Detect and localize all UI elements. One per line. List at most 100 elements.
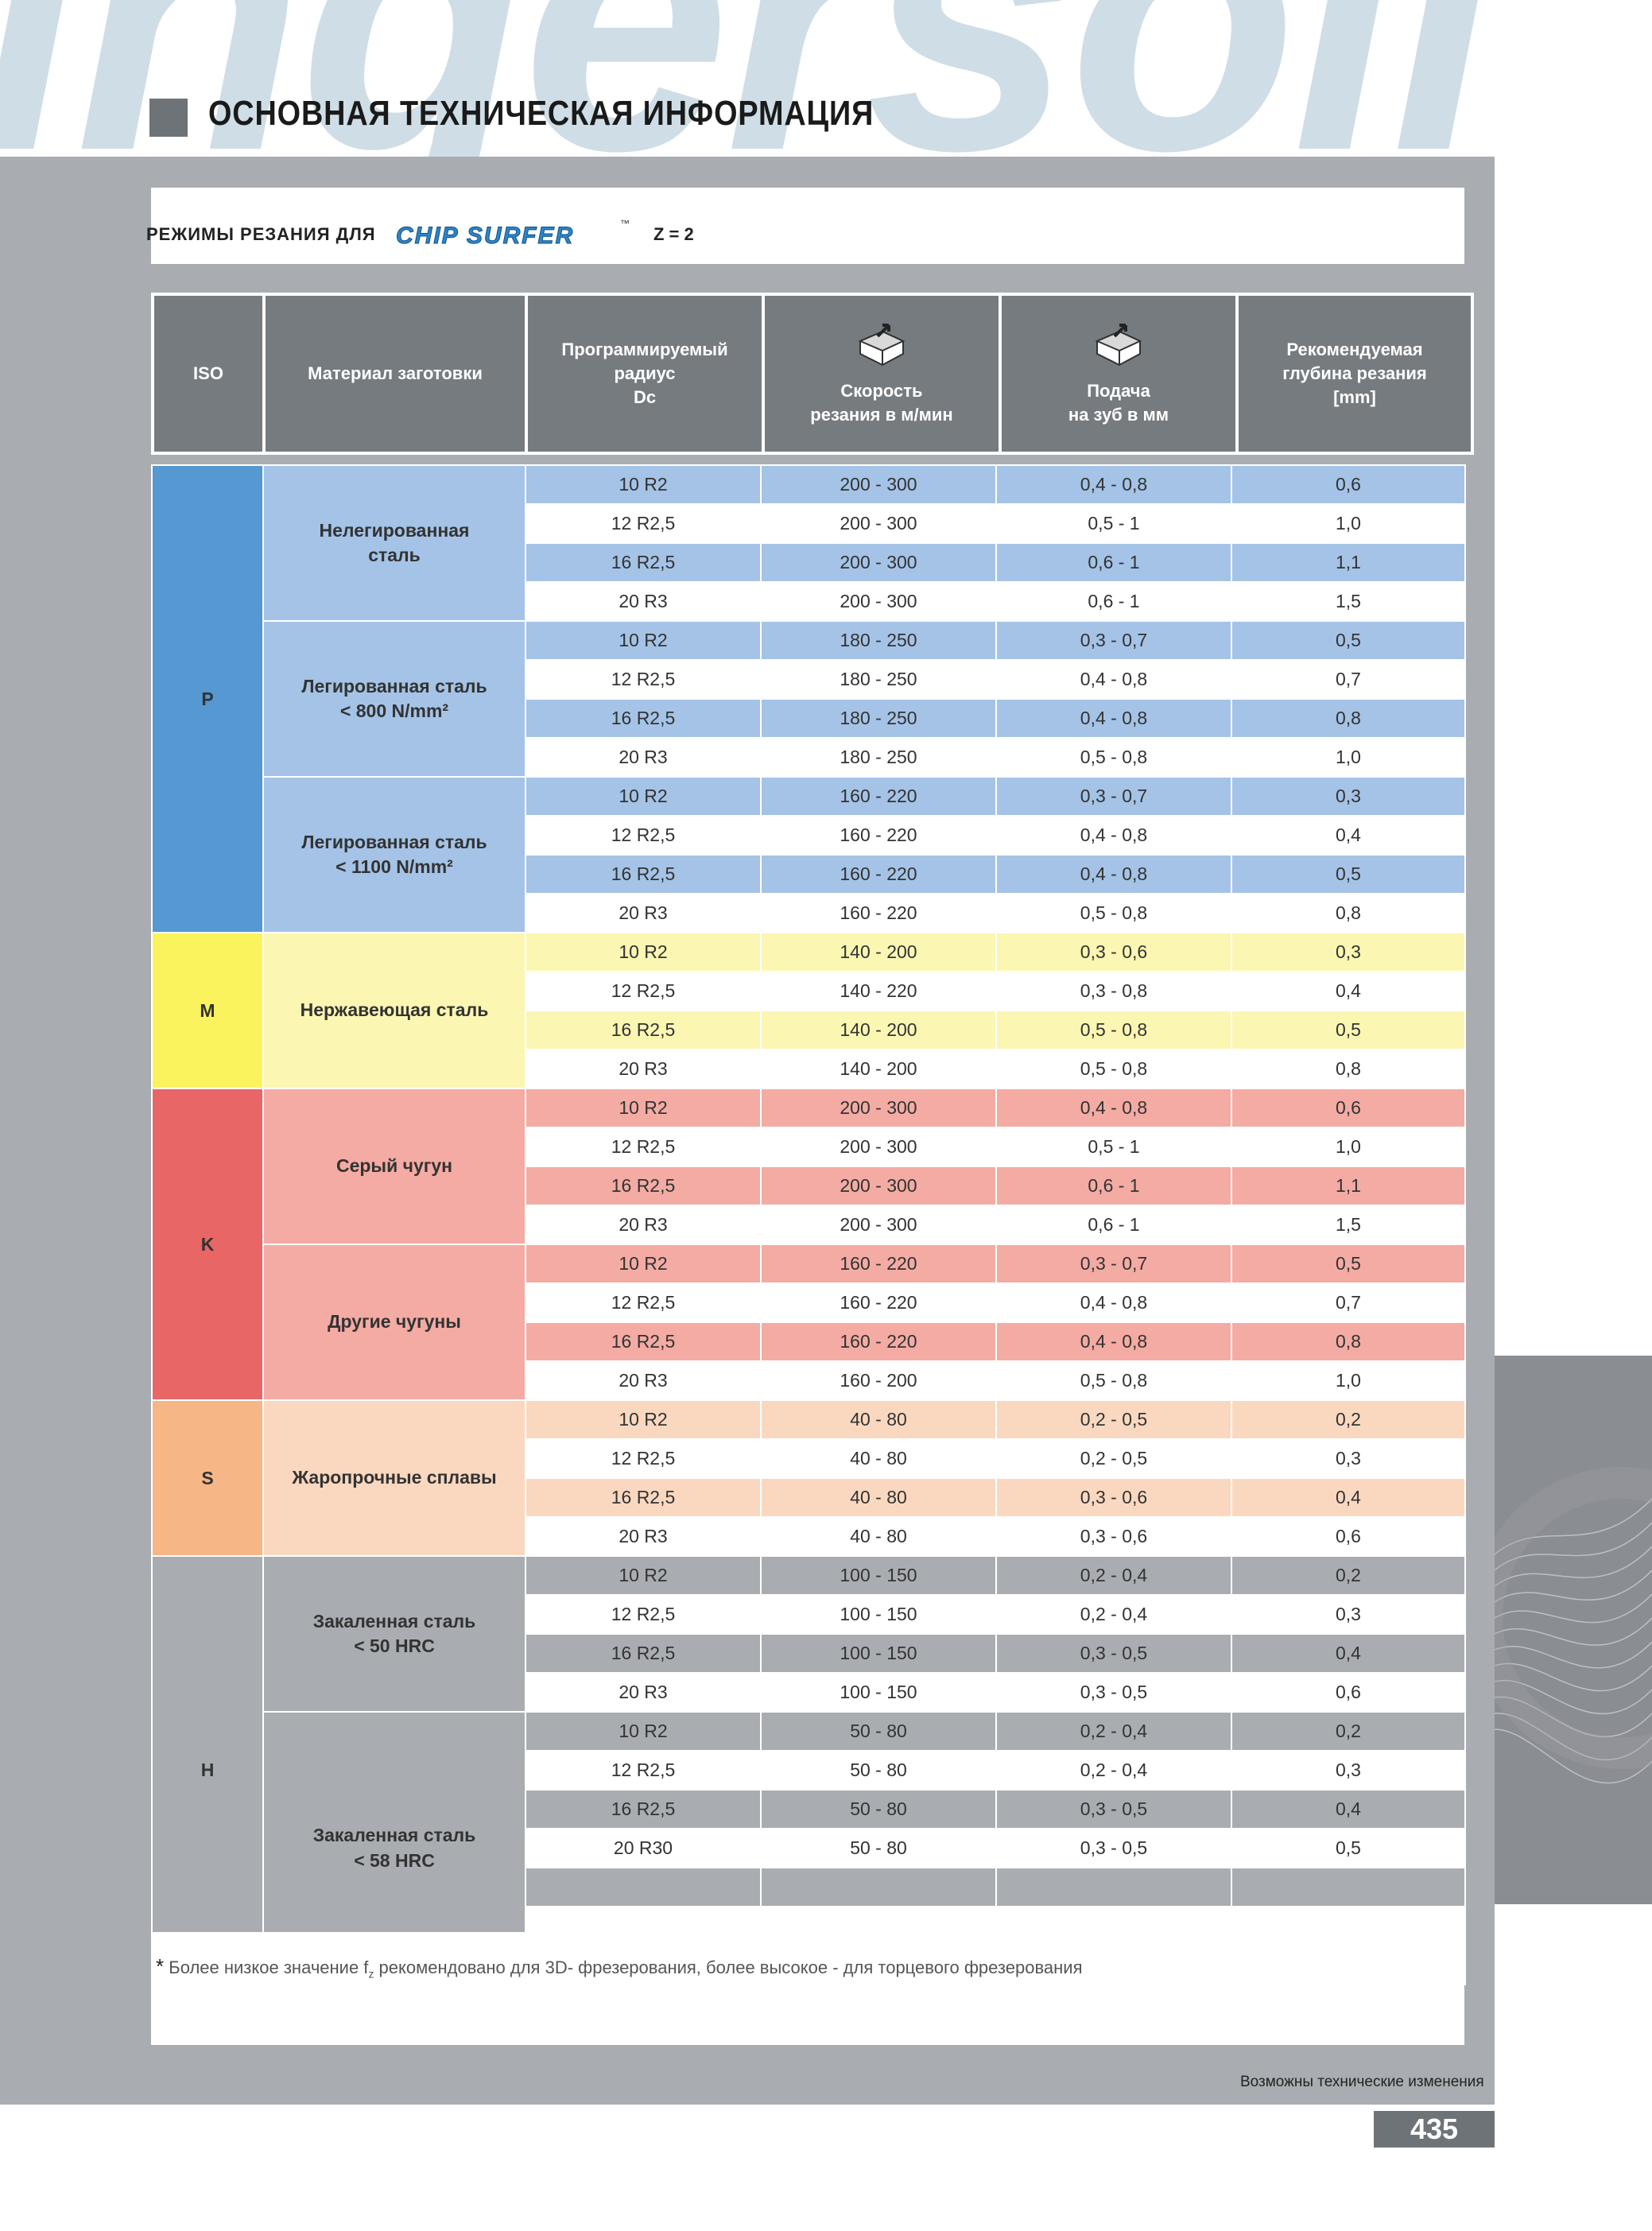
feed-cell: 0,2 - 0,5 [995,1399,1232,1440]
material-cell: Жаропрочные сплавы [262,1399,526,1557]
speed-cell: 200 - 300 [760,1166,997,1206]
radius-cell: 10 R2 [525,464,762,505]
feed-cell: 0,4 - 0,8 [995,815,1232,856]
header-radius: Программируемый радиус Dc [528,296,762,452]
depth-cell: 1,0 [1231,1127,1466,1167]
depth-cell: 0,3 [1231,1594,1466,1635]
feed-cell: 0,5 - 0,8 [995,737,1232,778]
speed-cell: 140 - 200 [760,932,997,972]
header-depth: Рекомендуемая глубина резания [mm] [1239,296,1471,452]
speed-cell: 50 - 80 [760,1789,997,1829]
table-row: Закаленная сталь < 58 HRC 10 R2 50 - 80 0,2 … [152,1711,1466,1985]
feed-cell: 0,3 - 0,8 [995,971,1232,1011]
table-row: P Нелегированная сталь 10 R2 200 - 300 0,4 - … [151,464,1466,933]
radius-cell: 16 R2,5 [525,1321,762,1362]
speed-cell: 200 - 300 [760,1205,997,1245]
speed-cell: 50 - 80 [760,1750,997,1791]
radius-cell: 12 R2,5 [525,1438,762,1479]
technical-changes-note: Возможны технические изменения [1240,2074,1484,2090]
table-row: 16 R2,5 140 - 200 0,5 - 0,8 0,5 [152,1010,1466,1050]
cutting-insert-icon [1095,324,1142,367]
depth-cell: 0,3 [1231,776,1466,817]
header-material: Материал заготовки [266,296,525,452]
feed-cell: 0,4 - 0,8 [995,854,1232,894]
radius-cell: 12 R2,5 [525,815,762,856]
feed-cell: 0,2 - 0,4 [995,1555,1232,1596]
material-name-line: < 1100 N/mm² [335,856,453,877]
radius-cell: 20 R3 [525,1360,762,1401]
table-body: P Нелегированная сталь 10 R2 200 - 300 0,4 - … [151,464,1466,1985]
feed-cell: 0,3 - 0,5 [995,1672,1232,1713]
radius-cell: 16 R2,5 [525,698,762,739]
table-row: 12 R2,5 200 - 300 0,5 - 1 1,0 [152,1127,1466,1167]
radius-cell: 16 R2,5 [525,1166,762,1206]
table-row: 16 R2,5 160 - 220 0,4 - 0,8 0,5 [152,854,1466,894]
speed-cell: 40 - 80 [760,1477,997,1518]
speed-cell: 40 - 80 [760,1438,997,1479]
depth-cell: 0,6 [1231,1672,1466,1713]
table-row: 20 R3 200 - 300 0,6 - 1 1,5 [152,581,1466,622]
speed-cell: 40 - 80 [760,1516,997,1557]
header-feed-line2: на зуб в мм [1068,405,1169,425]
feed-cell: 0,2 - 0,4 [995,1594,1232,1635]
speed-cell: 160 - 220 [760,1321,997,1362]
radius-cell: 20 R3 [525,1516,762,1557]
material-name-line: сталь [368,545,421,565]
material-cell: Серый чугун [262,1088,526,1245]
chipsurfer-logo: CHIP SURFER [395,223,575,250]
depth-cell [1231,1867,1466,1907]
material-cell: Другие чугуны [262,1244,526,1401]
speed-cell: 100 - 150 [760,1555,997,1596]
table-row: Легированная сталь < 800 N/mm² 10 R2 180 - … [152,620,1466,778]
depth-cell: 0,7 [1231,1282,1466,1323]
depth-cell: 1,5 [1231,1205,1466,1245]
feed-cell: 0,3 - 0,5 [995,1633,1232,1674]
depth-cell: 0,3 [1231,932,1466,972]
header-depth-line2: глубина резания [1282,363,1427,384]
table-row: 20 R3 100 - 150 0,3 - 0,5 0,6 [152,1672,1466,1713]
feed-cell: 0,3 - 0,5 [995,1828,1232,1868]
feed-cell: 0,6 - 1 [995,581,1232,622]
table-row: M Нержавеющая сталь 10 R2 140 - 200 0,3 - 0,… [151,932,1466,1089]
speed-cell: 160 - 220 [760,1282,997,1323]
table-row [152,1867,1466,1907]
header-depth-line1: Рекомендуемая [1286,340,1423,360]
feed-cell: 0,4 - 0,8 [995,1321,1232,1362]
table-row: 12 R2,5 160 - 220 0,4 - 0,8 0,4 [152,815,1466,856]
material-name-line: < 58 HRC [354,1849,435,1871]
depth-cell: 0,2 [1231,1555,1466,1596]
feed-cell: 0,3 - 0,6 [995,1477,1232,1518]
page-title: ОСНОВНАЯ ТЕХНИЧЕСКАЯ ИНФОРМАЦИЯ [208,94,874,133]
depth-cell: 0,8 [1231,893,1466,933]
radius-cell: 12 R2,5 [525,1750,762,1791]
footnote-text-after: рекомендовано для 3D- фрезерования, боле… [374,1957,1083,1977]
speed-cell: 160 - 220 [760,815,997,856]
header-radius-line1: Программируемый [561,340,728,360]
depth-cell: 0,5 [1231,1244,1466,1284]
table-row: 12 R2,5 160 - 220 0,4 - 0,8 0,7 [152,1282,1466,1323]
depth-cell: 1,0 [1231,1360,1466,1401]
depth-cell: 0,8 [1231,1049,1466,1089]
table-row: 16 R2,5 200 - 300 0,6 - 1 1,1 [152,542,1466,583]
radius-cell: 16 R2,5 [525,854,762,894]
header-radius-line2: радиус [614,363,676,384]
header-iso: ISO [154,296,262,452]
footnote-subscript: z [368,1967,374,1981]
radius-cell: 12 R2,5 [525,503,762,544]
subtitle-box [151,188,1464,264]
depth-cell: 0,5 [1231,854,1466,894]
radius-cell: 10 R2 [525,620,762,661]
material-cell: Закаленная сталь < 50 HRC [262,1555,526,1713]
material-name-line: Серый чугун [335,1155,453,1177]
table-row: 12 R2,5 140 - 220 0,3 - 0,8 0,4 [152,971,1466,1011]
material-name-line: Нелегированная [319,519,470,541]
feed-cell: 0,5 - 0,8 [995,1360,1232,1401]
depth-cell: 0,2 [1231,1399,1466,1440]
depth-cell: 0,4 [1231,971,1466,1011]
depth-cell: 0,2 [1231,1711,1466,1752]
table-row: 20 R3 140 - 200 0,5 - 0,8 0,8 [152,1049,1466,1089]
radius-cell: 10 R2 [525,1555,762,1596]
material-cell: Легированная сталь < 800 N/mm² [262,620,526,778]
speed-cell [760,1867,997,1907]
feed-cell: 0,5 - 0,8 [995,1049,1232,1089]
